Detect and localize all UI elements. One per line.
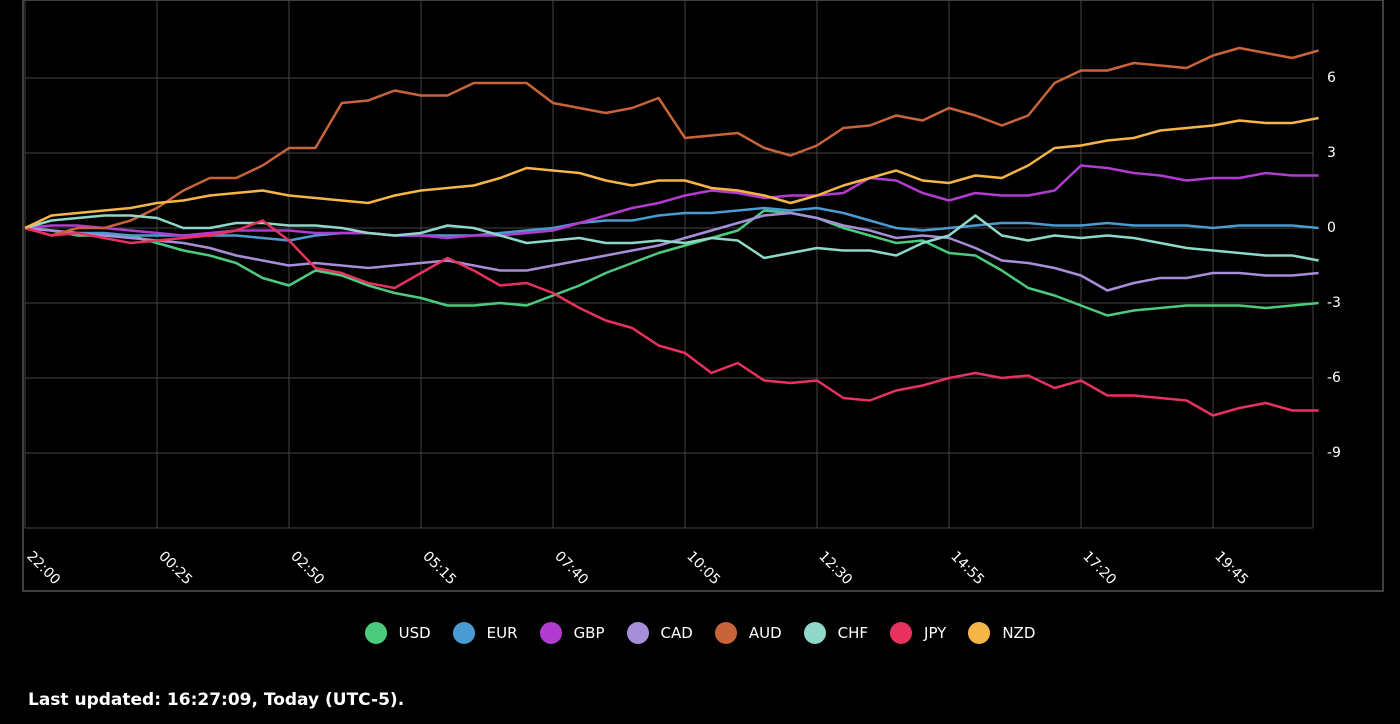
legend-swatch xyxy=(714,622,737,644)
x-tick-label: 12:30 xyxy=(815,548,855,588)
legend-label: EUR xyxy=(486,624,518,642)
legend-label: GBP xyxy=(573,624,605,642)
legend-swatch xyxy=(968,622,991,644)
x-tick-label: 14:55 xyxy=(947,548,987,588)
legend-swatch xyxy=(452,622,475,644)
legend-swatch xyxy=(539,622,562,644)
footer-text: Last updated: 16:27:09, Today (UTC-5). xyxy=(28,690,405,710)
series-line xyxy=(24,116,1319,230)
legend-swatch xyxy=(890,622,913,644)
legend-label: JPY xyxy=(924,624,947,642)
legend-item[interactable]: CHF xyxy=(803,622,869,644)
x-tick-label: 17:20 xyxy=(1079,548,1119,588)
y-tick-label: -6 xyxy=(1327,370,1341,386)
legend-swatch xyxy=(803,622,826,644)
x-tick-label: 19:45 xyxy=(1211,548,1251,588)
x-tick-label: 02:50 xyxy=(287,548,327,588)
chart: 6 3 0 -3 -6 -9 22:00 00:25 02:50 05:15 07:40 10:05 1… xyxy=(22,0,1384,592)
legend-item[interactable]: AUD xyxy=(714,622,782,644)
y-tick-label: 0 xyxy=(1327,220,1336,236)
legend-swatch xyxy=(364,622,387,644)
x-tick-label: 10:05 xyxy=(683,548,723,588)
x-tick-label: 07:40 xyxy=(551,548,591,588)
series-line xyxy=(24,214,1319,262)
legend-item[interactable]: CAD xyxy=(626,622,693,644)
series-line xyxy=(24,46,1319,237)
x-tick-label: 05:15 xyxy=(419,548,459,588)
legend-item[interactable]: EUR xyxy=(452,622,518,644)
series-line xyxy=(24,206,1319,242)
legend-label: AUD xyxy=(748,624,782,642)
chart-frame xyxy=(22,0,1384,592)
legend-item[interactable]: GBP xyxy=(539,622,605,644)
series-line xyxy=(24,219,1319,417)
x-tick-label: 22:00 xyxy=(23,548,63,588)
legend-label: NZD xyxy=(1002,624,1036,642)
series-line xyxy=(24,164,1319,240)
legend-swatch xyxy=(626,622,649,644)
legend: USD EUR GBP CAD AUD CHF JPY NZD xyxy=(0,622,1400,644)
legend-item[interactable]: NZD xyxy=(968,622,1035,644)
legend-label: CAD xyxy=(660,624,693,642)
y-tick-label: -9 xyxy=(1327,445,1341,461)
legend-item[interactable]: USD xyxy=(364,622,431,644)
series-line xyxy=(24,209,1319,317)
legend-item[interactable]: JPY xyxy=(890,622,946,644)
x-tick-label: 00:25 xyxy=(155,548,195,588)
legend-label: USD xyxy=(398,624,431,642)
legend-label: CHF xyxy=(837,624,869,642)
y-tick-label: 3 xyxy=(1327,145,1336,161)
y-tick-label: 6 xyxy=(1327,70,1336,86)
y-tick-label: -3 xyxy=(1327,295,1341,311)
